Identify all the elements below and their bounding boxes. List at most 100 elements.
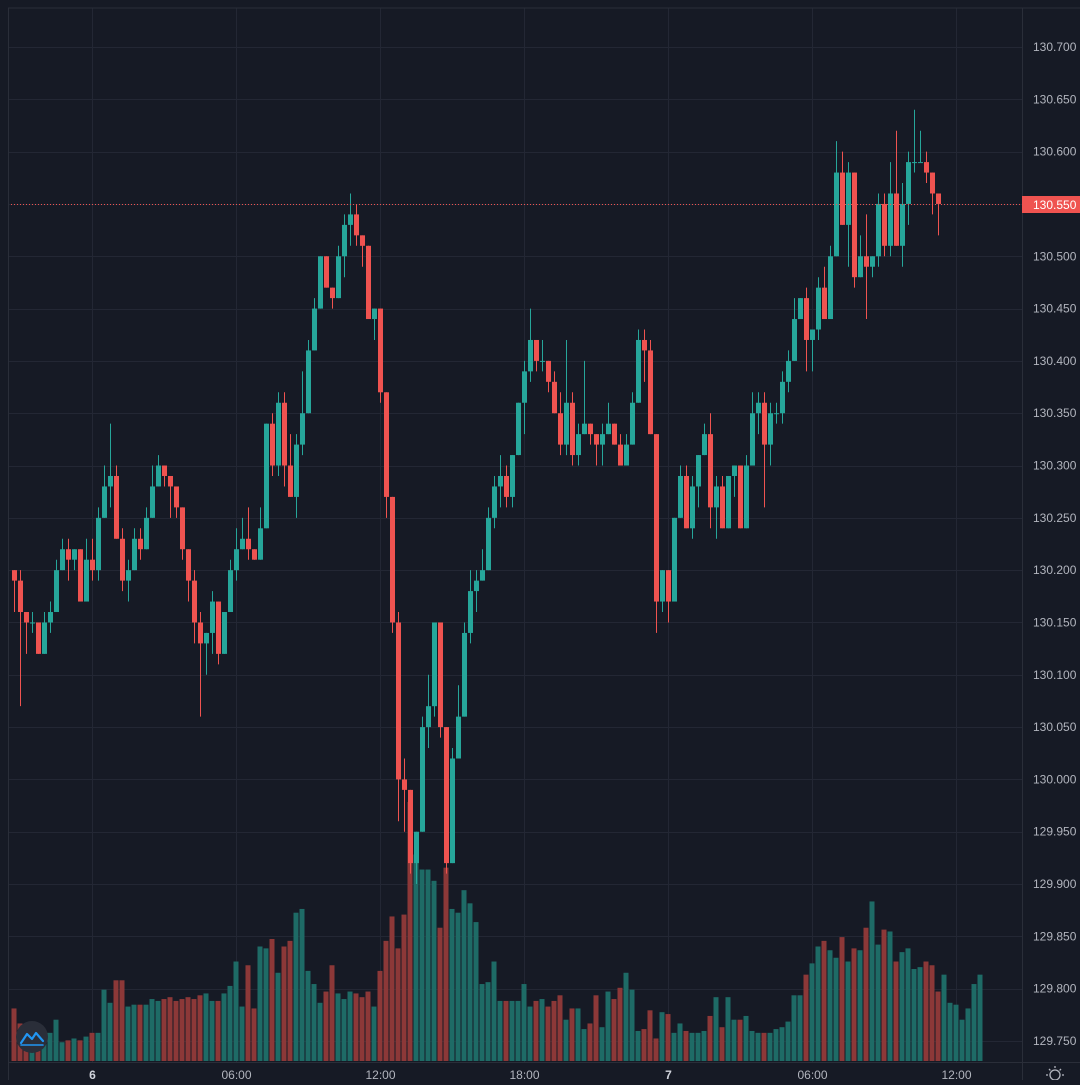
volume-bar <box>515 1000 521 1061</box>
candle-body <box>114 475 119 539</box>
candle-body <box>564 402 569 445</box>
last-price-label: 130.550 <box>1033 198 1077 212</box>
volume-bar <box>647 1010 653 1061</box>
volume-bar <box>761 1032 767 1061</box>
candle <box>294 434 299 518</box>
candle-body <box>96 517 101 571</box>
gear-icon[interactable] <box>1046 1066 1064 1081</box>
price-axis[interactable]: 130.700 130.650 130.600 130.500 130.450 130.4… <box>1033 40 1077 1048</box>
volume-bar <box>545 1006 551 1061</box>
candle-body <box>654 434 659 602</box>
candle <box>174 486 179 518</box>
candle <box>336 245 341 299</box>
candle <box>282 392 287 487</box>
candle <box>870 256 875 278</box>
candle <box>768 402 773 466</box>
candle-body <box>876 203 881 257</box>
candle <box>642 329 647 382</box>
candle-body <box>48 612 53 623</box>
candle-body <box>342 224 347 257</box>
candle <box>66 538 71 581</box>
candle-body <box>198 622 203 644</box>
candle <box>804 287 809 372</box>
volume-bar <box>923 961 929 1061</box>
candle <box>258 507 263 560</box>
candle-body <box>426 706 431 728</box>
candle-body <box>624 444 629 466</box>
candle <box>312 298 317 351</box>
volume-bar <box>461 890 467 1061</box>
price-tick-label: 130.400 <box>1033 354 1077 368</box>
candle-body <box>930 172 935 194</box>
volume-bar <box>917 967 923 1061</box>
candle-body <box>330 287 335 299</box>
volume-bar <box>287 940 293 1061</box>
volume-bar <box>749 1030 755 1061</box>
candle <box>162 465 167 487</box>
volume-bar <box>161 999 167 1061</box>
candle <box>624 434 629 466</box>
candle-body <box>204 632 209 644</box>
candle <box>372 308 377 340</box>
volume-bar <box>317 1002 323 1061</box>
volume-bar <box>71 1038 77 1061</box>
candle <box>318 256 323 309</box>
volume-bar <box>755 1032 761 1061</box>
candle <box>540 339 545 372</box>
candle-body <box>576 434 581 456</box>
candle <box>276 392 281 476</box>
volume-bar <box>77 1040 83 1061</box>
volume-bar <box>971 984 977 1061</box>
candle <box>906 151 911 225</box>
candle-body <box>570 402 575 456</box>
candle-body <box>366 245 371 320</box>
volume-bar <box>953 1004 959 1061</box>
candle <box>96 507 101 581</box>
candle <box>414 831 419 885</box>
volume-bar <box>341 999 347 1061</box>
candle-body <box>732 465 737 476</box>
volume-bar <box>611 999 617 1061</box>
candle <box>12 570 17 613</box>
candle <box>114 465 119 539</box>
volume-bar <box>437 927 443 1061</box>
candle-body <box>864 256 869 267</box>
candle <box>690 475 695 539</box>
candle-body <box>372 308 377 320</box>
price-tick-label: 130.700 <box>1033 40 1077 54</box>
candle <box>600 423 605 466</box>
volume-bar <box>431 880 437 1061</box>
candle <box>570 392 575 466</box>
candle <box>672 517 677 602</box>
candle-body <box>516 402 521 456</box>
volume-bar <box>695 1032 701 1061</box>
price-candles <box>12 109 941 885</box>
candle <box>120 528 125 592</box>
candle <box>534 339 539 372</box>
candle <box>504 465 509 508</box>
volume-bar <box>269 938 275 1061</box>
volume-bar <box>959 1019 965 1061</box>
candle-body <box>84 559 89 602</box>
candle <box>744 455 749 529</box>
candle-body <box>546 360 551 382</box>
candle-body <box>474 580 479 592</box>
candle-body <box>558 413 563 445</box>
time-axis[interactable]: 6 06:00 12:00 18:00 7 06:00 12:00 <box>89 1068 972 1082</box>
volume-bar <box>737 1019 743 1061</box>
candle-body <box>396 622 401 780</box>
candle-body <box>594 434 599 445</box>
logo-icon[interactable] <box>16 1021 48 1053</box>
candle-body <box>858 256 863 278</box>
candle-body <box>168 475 173 487</box>
volume-bar <box>347 991 353 1061</box>
volume-bar <box>191 999 197 1061</box>
candle-body <box>240 538 245 550</box>
candle <box>684 465 689 529</box>
candle <box>696 455 701 508</box>
candle <box>450 748 455 864</box>
candle-body <box>918 162 923 164</box>
candle-body <box>714 486 719 508</box>
